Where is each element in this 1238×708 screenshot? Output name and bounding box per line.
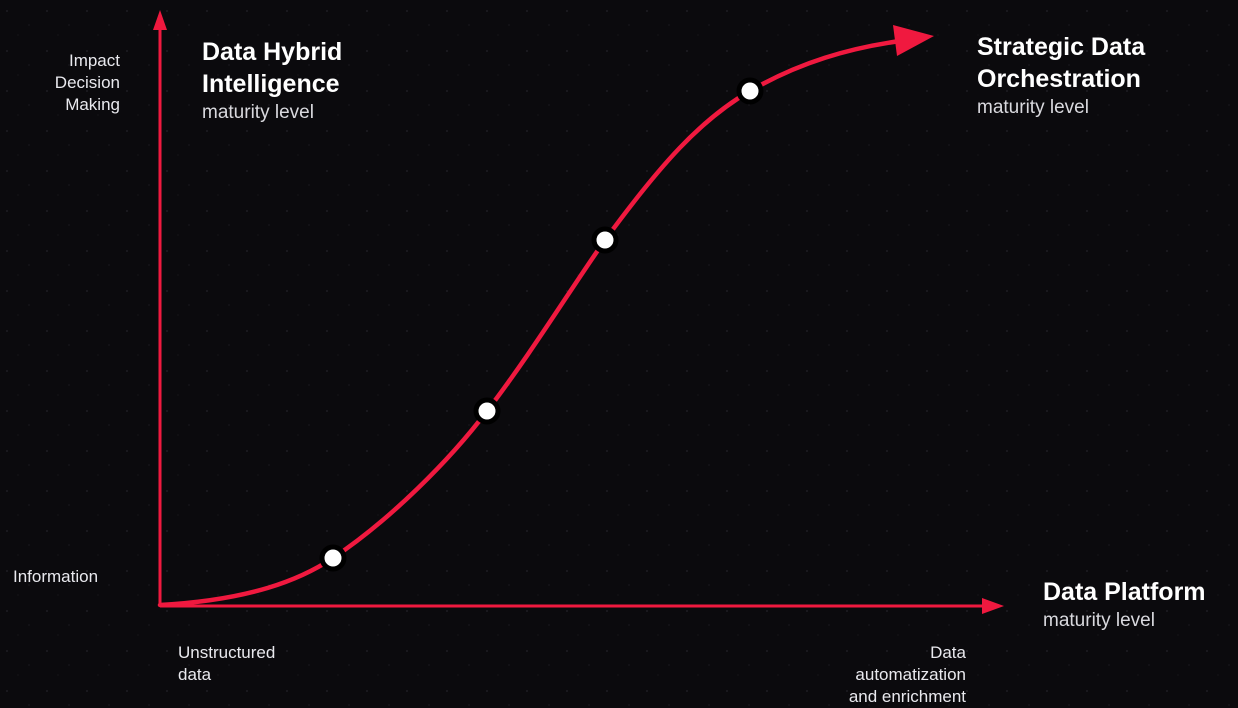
level-subtitle: maturity level: [1043, 610, 1155, 631]
level-title-line: Data Platform: [1043, 578, 1206, 606]
x-axis-left-label: Unstructured data: [178, 642, 275, 686]
y-axis-arrow-icon: [153, 10, 167, 30]
s-curve-arrow-icon: [893, 25, 934, 56]
level-title-line: Orchestration: [977, 65, 1141, 93]
level-subtitle: maturity level: [977, 97, 1089, 118]
y-axis-top-label: Impact Decision Making: [55, 50, 120, 116]
curve-node: [473, 397, 501, 425]
y-axis-top-line: Making: [65, 95, 120, 114]
x-axis-right-line: Data: [930, 643, 966, 662]
y-axis-top-line: Decision: [54, 73, 120, 92]
x-axis-left-line: data: [178, 665, 212, 684]
level-data-platform: Data Platform maturity level: [1043, 576, 1206, 634]
level-subtitle: maturity level: [202, 102, 314, 123]
y-axis-bottom-label: Information: [13, 567, 99, 586]
level-strategic-data-orchestration: Strategic Data Orchestration maturity le…: [977, 31, 1145, 121]
curve-node: [736, 77, 764, 105]
x-axis-right-label: Data automatization and enrichment: [849, 642, 966, 708]
level-data-hybrid-intelligence: Data Hybrid Intelligence maturity level: [202, 36, 342, 126]
x-axis-arrow-icon: [982, 598, 1004, 614]
level-title-line: Intelligence: [202, 70, 340, 98]
level-title-line: Data Hybrid: [202, 38, 343, 66]
x-axis-right-line: and enrichment: [848, 687, 966, 706]
curve-node: [319, 544, 347, 572]
y-axis-top-line: Impact: [68, 51, 120, 70]
curve-node: [591, 226, 619, 254]
x-axis-left-line: Unstructured: [178, 643, 276, 662]
x-axis-right-line: automatization: [855, 665, 966, 684]
level-title-line: Strategic Data: [977, 33, 1146, 61]
